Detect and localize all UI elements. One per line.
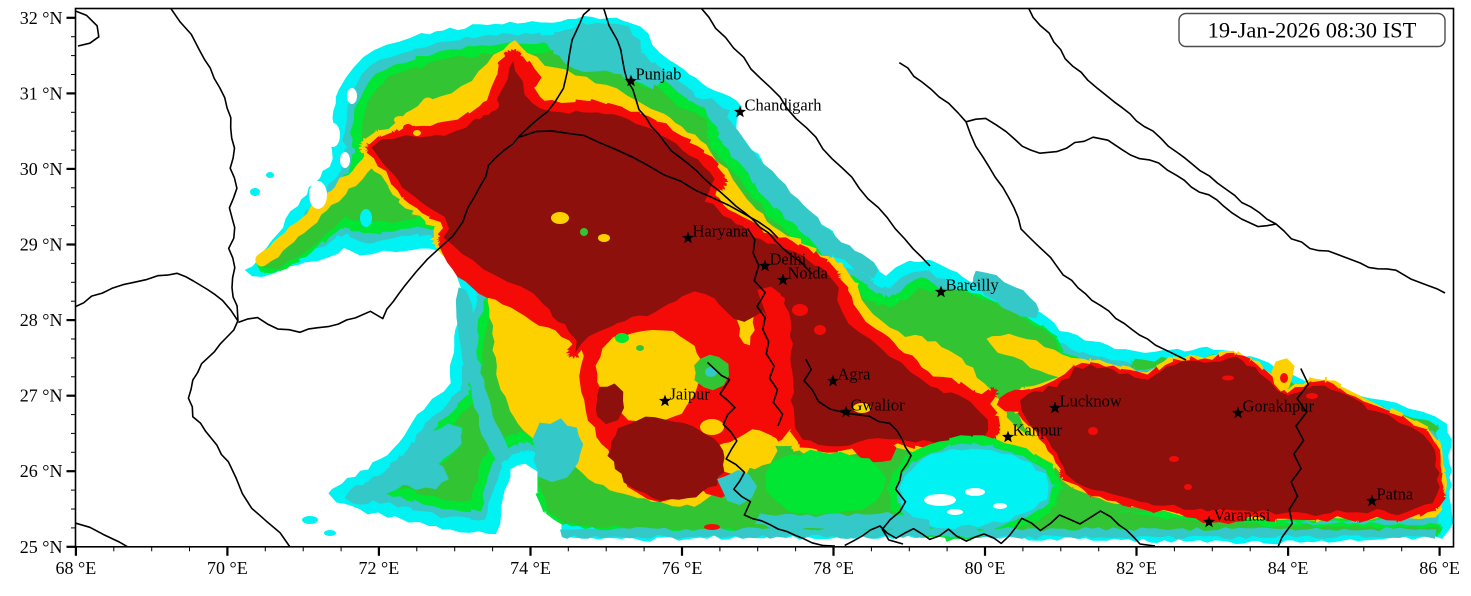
svg-text:80 °E: 80 °E	[965, 558, 1006, 578]
svg-text:Punjab: Punjab	[636, 65, 682, 84]
svg-text:Jaipur: Jaipur	[670, 385, 711, 404]
svg-text:Gwalior: Gwalior	[851, 396, 906, 415]
svg-text:Lucknow: Lucknow	[1060, 392, 1122, 411]
svg-text:Bareilly: Bareilly	[946, 276, 1000, 295]
svg-text:Noida: Noida	[788, 264, 829, 283]
svg-text:78 °E: 78 °E	[813, 558, 854, 578]
svg-text:68 °E: 68 °E	[56, 558, 97, 578]
svg-text:27 °N: 27 °N	[20, 386, 63, 406]
svg-text:31 °N: 31 °N	[20, 83, 63, 103]
svg-text:Haryana: Haryana	[693, 222, 750, 241]
svg-text:82 °E: 82 °E	[1116, 558, 1157, 578]
svg-text:72 °E: 72 °E	[359, 558, 400, 578]
svg-text:Delhi: Delhi	[770, 250, 807, 269]
svg-text:26 °N: 26 °N	[20, 461, 63, 481]
svg-text:Agra: Agra	[838, 365, 872, 384]
svg-text:Gorakhpur: Gorakhpur	[1243, 397, 1315, 416]
svg-text:29 °N: 29 °N	[20, 235, 63, 255]
svg-text:Varanasi: Varanasi	[1214, 506, 1271, 525]
svg-text:84 °E: 84 °E	[1268, 558, 1309, 578]
svg-text:74 °E: 74 °E	[510, 558, 551, 578]
svg-text:30 °N: 30 °N	[20, 159, 63, 179]
svg-text:Kanpur: Kanpur	[1013, 421, 1063, 440]
svg-text:Chandigarh: Chandigarh	[745, 96, 823, 115]
svg-text:32 °N: 32 °N	[20, 8, 63, 28]
svg-text:70 °E: 70 °E	[207, 558, 248, 578]
svg-text:28 °N: 28 °N	[20, 310, 63, 330]
svg-text:Patna: Patna	[1377, 485, 1414, 504]
svg-text:86 °E: 86 °E	[1419, 558, 1460, 578]
svg-text:25 °N: 25 °N	[20, 537, 63, 557]
svg-text:76 °E: 76 °E	[662, 558, 703, 578]
svg-text:19-Jan-2026 08:30 IST: 19-Jan-2026 08:30 IST	[1208, 18, 1417, 43]
